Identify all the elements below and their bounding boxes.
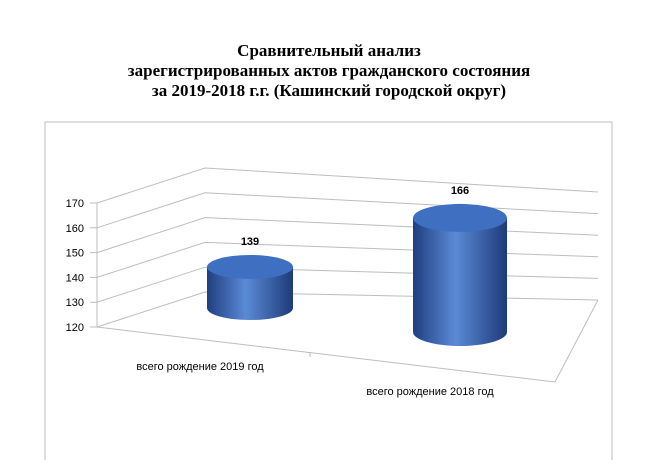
chart-title: за 2019-2018 г.г. (Кашинский городской о… — [152, 81, 506, 100]
bar-top — [413, 203, 507, 232]
grid-line — [90, 291, 599, 328]
y-tick-label: 120 — [66, 322, 84, 334]
grid-line — [90, 241, 599, 278]
grid-line — [90, 192, 599, 229]
y-tick-label: 170 — [66, 198, 84, 210]
y-tick-label: 140 — [66, 272, 84, 284]
y-tick-label: 150 — [66, 248, 84, 260]
plot-border — [44, 121, 613, 460]
grid-line — [90, 167, 599, 204]
value-label: 139 — [241, 236, 259, 248]
bar — [413, 217, 507, 346]
bar-top — [207, 254, 293, 279]
x-tick-label: всего рождение 2018 год — [366, 386, 494, 398]
floor — [96, 299, 599, 383]
bar — [207, 266, 293, 320]
grid-line — [90, 266, 599, 303]
chart-title: Сравнительный анализ — [237, 41, 421, 60]
y-tick-label: 130 — [66, 297, 84, 309]
y-tick-label: 160 — [66, 223, 84, 235]
x-tick-label: всего рождение 2019 год — [136, 361, 264, 373]
chart-title: зарегистрированных актов гражданского со… — [128, 61, 530, 80]
value-label: 166 — [451, 185, 469, 197]
grid-line — [90, 217, 599, 254]
